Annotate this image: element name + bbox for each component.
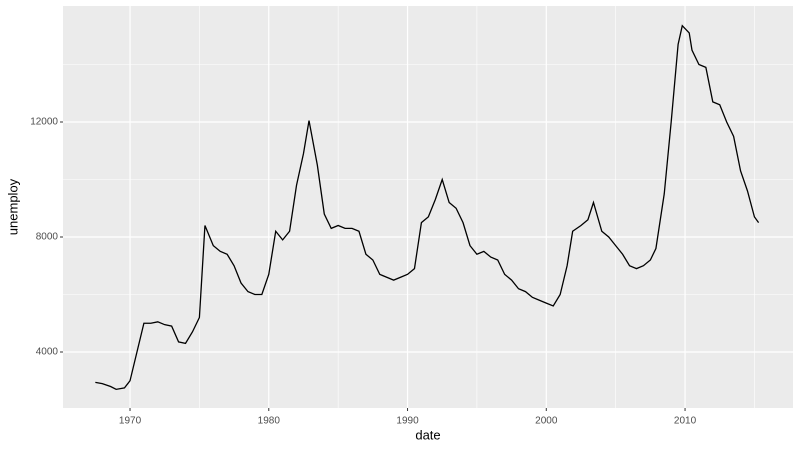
panel — [63, 6, 793, 408]
y-tick-label: 12000 — [30, 117, 58, 128]
x-tick-label: 1980 — [258, 416, 281, 427]
x-tick-label: 1970 — [119, 416, 142, 427]
x-tick-label: 2000 — [535, 416, 558, 427]
y-axis-label: unemploy — [5, 178, 20, 235]
y-tick-label: 8000 — [36, 232, 59, 243]
x-tick-label: 2010 — [674, 416, 697, 427]
x-axis-label: date — [415, 427, 440, 442]
y-tick-label: 4000 — [36, 347, 59, 358]
line — [95, 24, 760, 391]
x-tick-label: 1990 — [396, 416, 419, 427]
